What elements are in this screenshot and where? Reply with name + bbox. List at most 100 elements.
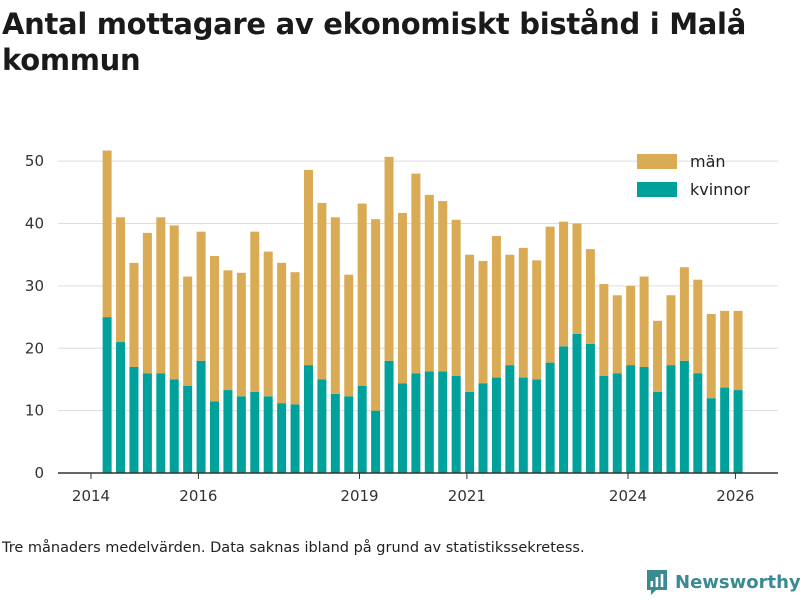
bar-man-13: [277, 262, 287, 404]
bar-man-1: [116, 217, 126, 343]
bar-man-41: [653, 320, 663, 392]
bar-kvinnor-19: [357, 385, 367, 473]
bar-kvinnor-41: [653, 391, 663, 473]
bar-man-19: [357, 203, 367, 386]
chart-title: Antal mottagare av ekonomiskt bistånd i …: [2, 7, 746, 77]
bar-man-35: [572, 223, 582, 334]
stacked-bar-chart: 0 10 20 30 40 50 2014 2016 2019 2021 2024 2026 män…: [25, 150, 778, 505]
bar-kvinnor-39: [626, 365, 636, 473]
bar-man-3: [142, 232, 152, 374]
legend-label-1: kvinnor: [690, 180, 750, 199]
bar-man-28: [478, 260, 488, 384]
x-tick-label-2024: 2024: [609, 487, 647, 505]
bar-kvinnor-3: [142, 373, 152, 473]
bar-kvinnor-38: [612, 373, 622, 473]
bar-kvinnor-21: [384, 360, 394, 473]
bar-kvinnor-4: [156, 373, 166, 473]
newsworthy-chart-logo-icon: [647, 570, 667, 595]
bar-kvinnor-27: [465, 391, 475, 473]
bar-kvinnor-20: [371, 410, 381, 473]
bar-kvinnor-22: [397, 383, 407, 473]
bar-kvinnor-46: [720, 387, 730, 473]
bar-kvinnor-34: [559, 346, 569, 473]
bar-kvinnor-43: [679, 360, 689, 473]
bar-man-36: [585, 249, 595, 344]
bar-kvinnor-29: [491, 377, 501, 473]
bar-kvinnor-33: [545, 362, 555, 473]
bar-man-46: [720, 310, 730, 388]
legend-swatch-1: [637, 182, 677, 197]
newsworthy-brand[interactable]: Newsworthy: [645, 568, 800, 596]
bar-man-43: [679, 267, 689, 361]
bar-kvinnor-5: [169, 379, 179, 473]
bar-kvinnor-7: [196, 360, 206, 473]
bar-kvinnor-23: [411, 373, 421, 473]
bar-man-6: [183, 276, 193, 386]
bar-man-4: [156, 217, 166, 374]
bar-kvinnor-8: [210, 401, 220, 473]
bar-man-9: [223, 270, 233, 391]
bar-kvinnor-40: [639, 366, 649, 473]
bar-kvinnor-1: [116, 342, 126, 473]
brand-name: Newsworthy: [675, 571, 800, 593]
bar-man-25: [438, 201, 448, 372]
bar-kvinnor-10: [236, 396, 246, 473]
bar-kvinnor-11: [250, 391, 260, 473]
bar-kvinnor-12: [263, 396, 273, 473]
x-tick-label-2026: 2026: [716, 487, 754, 505]
bar-man-37: [599, 284, 609, 376]
bar-kvinnor-13: [277, 403, 287, 473]
legend-label-0: män: [690, 152, 726, 171]
bar-man-32: [532, 260, 542, 380]
legend: män kvinnor: [637, 152, 750, 199]
bar-man-20: [371, 219, 381, 411]
bar-man-26: [451, 219, 461, 376]
y-tick-label-20: 20: [25, 339, 44, 357]
bar-man-18: [344, 274, 354, 397]
bar-kvinnor-31: [518, 377, 528, 473]
bar-man-12: [263, 251, 273, 397]
bar-man-23: [411, 173, 421, 374]
bar-man-31: [518, 247, 528, 378]
footnote: Tre månaders medelvärden. Data saknas ib…: [2, 540, 585, 556]
bar-man-30: [505, 254, 515, 366]
bar-kvinnor-44: [693, 373, 703, 473]
y-axis-tick-labels: 0 10 20 30 40 50: [25, 152, 44, 482]
bar-man-40: [639, 276, 649, 367]
bar-man-39: [626, 285, 636, 366]
bar-kvinnor-24: [424, 371, 434, 473]
bar-man-45: [706, 313, 716, 399]
bar-kvinnor-9: [223, 390, 233, 473]
bar-kvinnor-16: [317, 379, 327, 473]
x-tick-label-2019: 2019: [340, 487, 378, 505]
bar-man-11: [250, 231, 260, 392]
y-tick-label-10: 10: [25, 402, 44, 420]
bar-man-17: [330, 217, 340, 394]
bar-man-29: [491, 236, 501, 378]
y-tick-label-40: 40: [25, 215, 44, 233]
x-tick-label-2014: 2014: [72, 487, 110, 505]
bar-man-24: [424, 194, 434, 372]
bar-man-44: [693, 279, 703, 374]
bar-man-34: [559, 221, 569, 347]
bars: [102, 150, 743, 473]
bar-kvinnor-35: [572, 333, 582, 473]
bar-man-42: [666, 295, 676, 366]
bar-man-10: [236, 272, 246, 397]
bar-man-14: [290, 272, 300, 405]
bar-kvinnor-36: [585, 343, 595, 473]
bar-man-22: [397, 212, 407, 384]
bar-kvinnor-17: [330, 393, 340, 473]
x-tick-label-2016: 2016: [179, 487, 217, 505]
y-tick-label-0: 0: [34, 464, 44, 482]
bar-kvinnor-47: [733, 390, 743, 473]
bar-man-15: [303, 169, 313, 366]
x-tick-label-2021: 2021: [448, 487, 486, 505]
bar-kvinnor-28: [478, 383, 488, 473]
bar-kvinnor-6: [183, 385, 193, 473]
bar-kvinnor-15: [303, 365, 313, 473]
bar-kvinnor-42: [666, 365, 676, 473]
bar-man-7: [196, 231, 206, 361]
bar-man-2: [129, 262, 139, 367]
bar-kvinnor-14: [290, 404, 300, 473]
